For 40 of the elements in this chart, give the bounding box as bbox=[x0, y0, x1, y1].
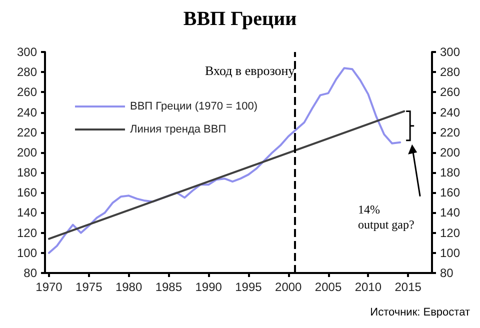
x-tick-label: 1970 bbox=[36, 280, 63, 294]
x-tick-label: 1985 bbox=[155, 280, 182, 294]
x-tick-label: 2000 bbox=[275, 280, 302, 294]
annotation: 14% output gap? bbox=[358, 202, 414, 232]
x-tick-label: 2010 bbox=[354, 280, 382, 294]
x-tick-label: 1995 bbox=[235, 280, 262, 294]
y2-tick-label: 120 bbox=[440, 226, 460, 240]
y2-tick-label: 160 bbox=[440, 186, 460, 200]
y2-tick-label: 100 bbox=[440, 246, 460, 260]
y-tick-label: 280 bbox=[16, 65, 38, 80]
y2-tick-label: 280 bbox=[440, 65, 460, 80]
y-tick-label: 100 bbox=[16, 246, 38, 260]
y-tick-label: 220 bbox=[16, 125, 38, 140]
x-tick-label: 2015 bbox=[394, 280, 422, 294]
x-tick-label: 1980 bbox=[115, 280, 142, 294]
y-tick-label: 180 bbox=[16, 166, 38, 180]
y-tick-label: 80 bbox=[24, 266, 38, 280]
y2-tick-label: 200 bbox=[440, 145, 460, 160]
y-tick-label: 160 bbox=[16, 186, 38, 200]
legend-label: ВВП Греции (1970 = 100) bbox=[130, 100, 258, 112]
x-tick-label: 1990 bbox=[195, 280, 222, 294]
ref-line-label: Вход в еврозону bbox=[204, 63, 296, 78]
y2-tick-label: 140 bbox=[440, 206, 460, 220]
y2-tick-label: 220 bbox=[440, 125, 460, 140]
y-tick-label: 200 bbox=[16, 145, 38, 160]
text: Источник: Евростат bbox=[370, 306, 470, 318]
x-tick-label: 2005 bbox=[314, 280, 342, 294]
y2-tick-label: 80 bbox=[440, 266, 454, 280]
y-tick-label: 260 bbox=[16, 85, 38, 100]
y2-tick-label: 300 bbox=[440, 45, 460, 59]
y2-tick-label: 180 bbox=[440, 166, 460, 180]
y-tick-label: 140 bbox=[16, 206, 38, 220]
y-tick-label: 120 bbox=[16, 226, 38, 240]
y2-tick-label: 260 bbox=[440, 85, 460, 100]
legend-label: Линия тренда ВВП bbox=[130, 124, 226, 136]
chart-title: ВВП Греции bbox=[183, 8, 297, 30]
x-tick-label: 1975 bbox=[76, 280, 103, 294]
y-tick-label: 240 bbox=[16, 105, 38, 120]
y2-tick-label: 240 bbox=[440, 105, 460, 120]
y-tick-label: 300 bbox=[16, 45, 38, 59]
